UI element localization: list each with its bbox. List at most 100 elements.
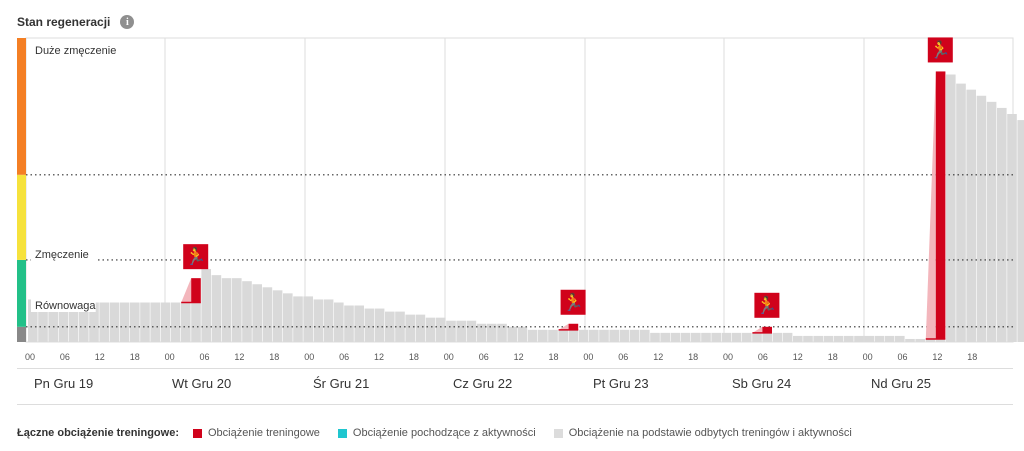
legend-item-training: Obciążenie treningowe	[192, 427, 320, 439]
training-increase	[558, 323, 569, 330]
load-bar	[527, 329, 538, 342]
running-icon-glyph: 🏃	[185, 246, 206, 267]
load-bar	[405, 314, 415, 342]
load-bar	[456, 320, 466, 342]
load-bar	[323, 299, 334, 342]
training-load-bar	[935, 71, 946, 339]
zone-label: Zmęczenie	[35, 249, 89, 261]
load-bar	[660, 332, 670, 342]
load-bar	[48, 299, 58, 342]
load-bar	[609, 329, 619, 342]
load-bar	[578, 329, 589, 342]
day-label: Wt Gru 20	[172, 376, 232, 391]
load-bar	[354, 305, 364, 342]
zone-strip-high-fatigue	[17, 38, 26, 175]
load-bar	[89, 302, 99, 342]
load-bar	[905, 338, 915, 342]
load-bar	[721, 332, 732, 342]
load-bar	[415, 314, 426, 342]
x-tick-label: 12	[234, 352, 244, 362]
load-bar	[803, 335, 813, 342]
load-bar	[966, 89, 976, 343]
info-icon[interactable]: i	[120, 15, 135, 29]
load-bar	[476, 323, 487, 342]
running-icon	[183, 244, 209, 270]
zone-strip-balance	[17, 259, 26, 327]
load-bar	[701, 332, 711, 342]
load-bar	[385, 311, 395, 342]
running-icon-glyph: 🏃	[930, 39, 951, 60]
x-tick-label: 00	[165, 352, 175, 362]
zone-strip-fatigue	[17, 174, 26, 260]
load-bar	[303, 296, 313, 342]
load-bar	[99, 302, 109, 342]
x-tick-label: 18	[130, 352, 140, 362]
training-increase	[181, 278, 192, 303]
load-bar	[813, 335, 823, 342]
load-bar	[68, 299, 79, 342]
load-bar	[782, 332, 793, 342]
x-tick-label: 18	[269, 352, 279, 362]
running-icon	[560, 289, 586, 315]
x-tick-label: 06	[339, 352, 349, 362]
legend-label: Obciążenie treningowe	[207, 427, 320, 439]
load-bar	[895, 335, 905, 342]
load-bar	[558, 329, 568, 342]
load-bar	[711, 332, 721, 342]
load-bar	[221, 278, 232, 342]
load-bar	[436, 317, 446, 342]
zone-strip-low	[17, 326, 26, 342]
load-bar	[854, 335, 864, 342]
zone-label: Duże zmęczenie	[35, 45, 116, 57]
load-bar	[446, 320, 456, 342]
load-bar	[946, 74, 956, 342]
load-bar	[211, 275, 222, 342]
day-labels: Pn Gru 19 Wt Gru 20 Śr Gru 21 Cz Gru 22 …	[0, 376, 1024, 400]
x-tick-label: 12	[793, 352, 803, 362]
day-label: Sb Gru 24	[732, 376, 792, 391]
day-label: Pt Gru 23	[593, 376, 649, 391]
load-bar	[140, 302, 150, 342]
load-bar	[201, 269, 211, 342]
load-bar	[589, 329, 599, 342]
legend: Łączne obciążenie treningowe: Obciążenie…	[17, 424, 870, 442]
load-bar	[997, 107, 1007, 342]
x-tick-label: 00	[304, 352, 314, 362]
load-bar	[752, 332, 762, 342]
training-load-bar	[762, 326, 772, 333]
load-bar	[772, 332, 783, 342]
top-divider	[17, 368, 1013, 369]
load-bar	[976, 95, 987, 342]
x-tick-label: 06	[479, 352, 489, 362]
load-bar	[191, 302, 201, 342]
load-bar	[1017, 120, 1024, 342]
load-bar	[28, 299, 38, 342]
legend-swatch	[192, 428, 202, 438]
load-bar	[517, 326, 528, 342]
load-bar	[619, 329, 630, 342]
day-label: Cz Gru 22	[453, 376, 513, 391]
load-bar	[374, 308, 385, 342]
load-bar	[293, 296, 303, 342]
load-bar	[425, 317, 436, 342]
load-bar	[793, 335, 803, 342]
x-tick-label: 00	[25, 352, 35, 362]
load-bar	[334, 302, 344, 342]
training-increase	[925, 71, 936, 339]
load-bar	[742, 332, 752, 342]
zone-label-bg	[31, 43, 128, 57]
load-bar	[640, 329, 650, 342]
load-bar	[680, 332, 691, 342]
legend-label: Obciążenie na podstawie odbytych trening…	[568, 427, 852, 439]
load-bar	[548, 329, 558, 342]
load-bar	[844, 335, 854, 342]
page-title: Stan regeneracji	[17, 15, 111, 29]
load-bar	[864, 335, 874, 342]
x-tick-label: 18	[548, 352, 558, 362]
load-bar	[119, 302, 130, 342]
x-tick-label: 06	[758, 352, 768, 362]
day-label: Śr Gru 21	[313, 376, 370, 391]
load-bar	[272, 290, 283, 342]
x-tick-label: 12	[514, 352, 524, 362]
load-bar	[232, 278, 242, 342]
